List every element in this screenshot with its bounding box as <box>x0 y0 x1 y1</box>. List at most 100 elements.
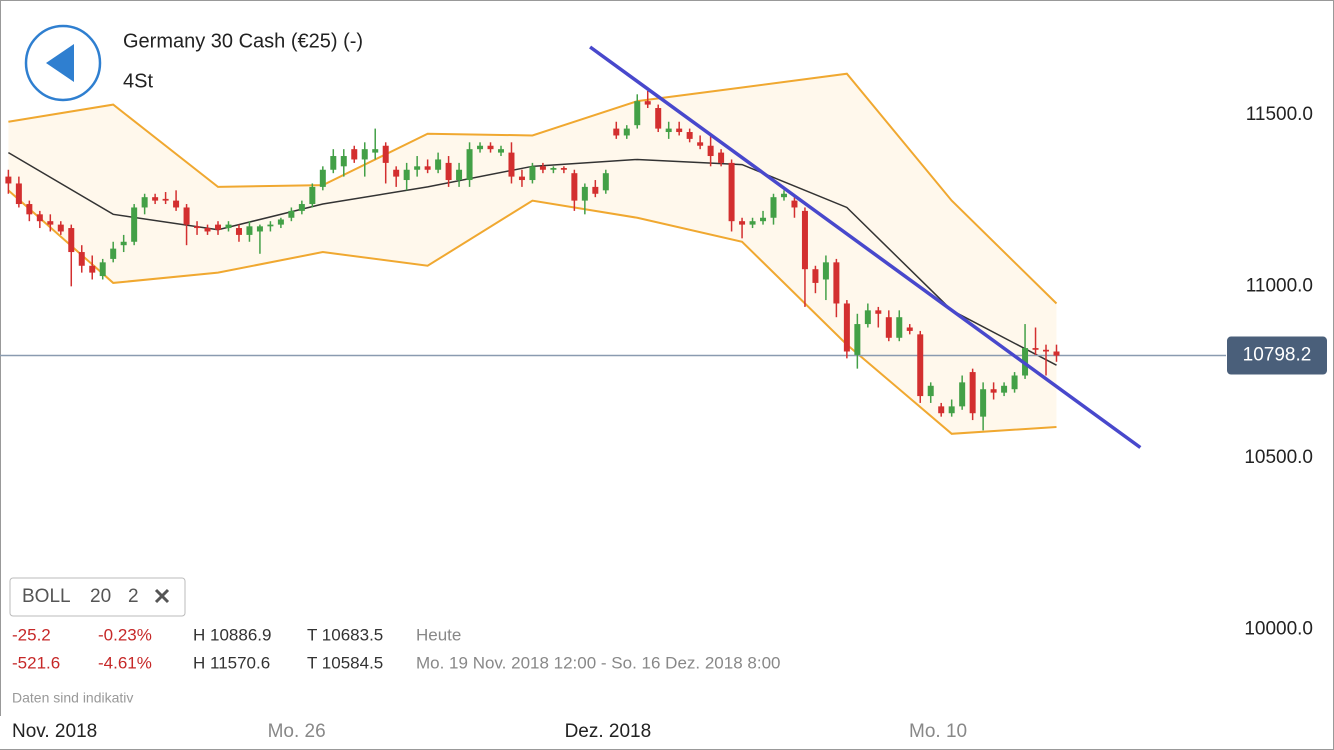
candle-body <box>382 145 389 163</box>
candle-body <box>927 385 934 397</box>
low: T 10584.5 <box>307 653 383 672</box>
instrument-title: Germany 30 Cash (€25) (-) <box>123 30 363 52</box>
candle-body <box>340 156 347 167</box>
candle-body <box>414 166 421 170</box>
candle-body <box>152 197 159 201</box>
candle-body <box>267 224 274 227</box>
change-pct: -0.23% <box>98 625 152 644</box>
candle-body <box>780 193 787 198</box>
candle-body <box>403 169 410 181</box>
candle-body <box>319 169 326 187</box>
candle-body <box>215 224 222 230</box>
low: T 10683.5 <box>307 625 383 644</box>
bollinger-lower <box>7 189 1057 435</box>
candle-body <box>581 186 588 201</box>
change: -521.6 <box>12 653 60 672</box>
high: H 10886.9 <box>193 625 271 644</box>
candle-body <box>256 226 263 232</box>
candle-body <box>477 145 484 150</box>
candle-body <box>361 149 368 160</box>
candle-body <box>277 219 284 225</box>
y-tick-label: 11000.0 <box>1246 275 1313 296</box>
candle-body <box>162 198 169 201</box>
candle-body <box>801 210 808 270</box>
candle-body <box>487 145 494 150</box>
candle-body <box>47 221 54 225</box>
period-label: Nov. 2018 <box>12 721 97 742</box>
candle-body <box>225 224 232 229</box>
candle-body <box>194 226 201 229</box>
candle-body <box>885 317 892 338</box>
candle-body <box>445 162 452 181</box>
candle-body <box>959 382 966 407</box>
bollinger-upper <box>8 72 1058 305</box>
candle-body <box>812 269 819 283</box>
change-pct: -4.61% <box>98 653 152 672</box>
candle-body <box>466 149 473 181</box>
candle-body <box>298 204 305 211</box>
candle-body <box>372 149 379 153</box>
candle-body <box>435 159 442 170</box>
candle-body <box>235 228 242 235</box>
indicator-name: BOLL <box>22 586 71 607</box>
candle-body <box>539 166 546 170</box>
candle-body <box>707 145 714 157</box>
candle-body <box>1043 349 1050 352</box>
candle-body <box>456 169 463 181</box>
candle-body <box>110 248 117 259</box>
candle-body <box>497 149 504 153</box>
candle-body <box>309 186 316 205</box>
candle-body <box>697 142 704 146</box>
candle-body <box>739 221 746 225</box>
candle-body <box>676 128 683 133</box>
candle-body <box>644 101 651 105</box>
candle-body <box>854 324 861 355</box>
remove-indicator[interactable] <box>154 588 170 604</box>
candle-body <box>173 200 180 208</box>
high: H 11570.6 <box>193 653 270 672</box>
candle-body <box>183 207 190 225</box>
candle-body <box>508 152 515 177</box>
ui-layer: Germany 30 Cash (€25) (-) 4St BOLL 20 2 … <box>0 24 1327 749</box>
candle-body <box>330 156 337 170</box>
candle-body <box>686 132 693 139</box>
candle-body <box>550 168 557 170</box>
candle-body <box>822 262 829 280</box>
candle-body <box>875 310 882 314</box>
last-price-label: 10798.2 <box>1243 345 1312 366</box>
candle-body <box>938 406 945 414</box>
data-layer <box>0 45 1226 449</box>
change: -25.2 <box>12 625 51 644</box>
candle-body <box>57 224 64 232</box>
candle-body <box>770 197 777 218</box>
candle-body <box>1011 375 1018 390</box>
indicator-chip[interactable] <box>9 577 186 617</box>
y-tick-label: 10500.0 <box>1244 447 1313 468</box>
candle-body <box>99 262 106 277</box>
x-label-bg <box>549 716 666 749</box>
candle-body <box>1032 348 1039 350</box>
period-label-bg <box>0 716 118 749</box>
trendline <box>589 45 1142 449</box>
timeframe: 4St <box>123 70 153 92</box>
x-tick-label: Mo. 10 <box>909 721 967 742</box>
candle-body <box>204 228 211 232</box>
x-tick-label: Mo. 26 <box>268 721 326 742</box>
candle-body <box>36 214 43 222</box>
candle-body <box>529 166 536 181</box>
y-tick-label: 11500.0 <box>1246 104 1313 125</box>
candle-body <box>571 173 578 201</box>
candle-body <box>969 372 976 414</box>
candle-body <box>1053 351 1060 356</box>
candle-body <box>424 166 431 170</box>
candle-body <box>78 252 85 266</box>
candle-body <box>665 128 672 133</box>
x-tick-label: Dez. 2018 <box>565 721 652 742</box>
candle-body <box>592 186 599 194</box>
candle-body <box>760 217 767 222</box>
candle-body <box>15 183 22 205</box>
candle-body <box>948 406 955 414</box>
candle-body <box>843 303 850 352</box>
candle-body <box>613 128 620 136</box>
